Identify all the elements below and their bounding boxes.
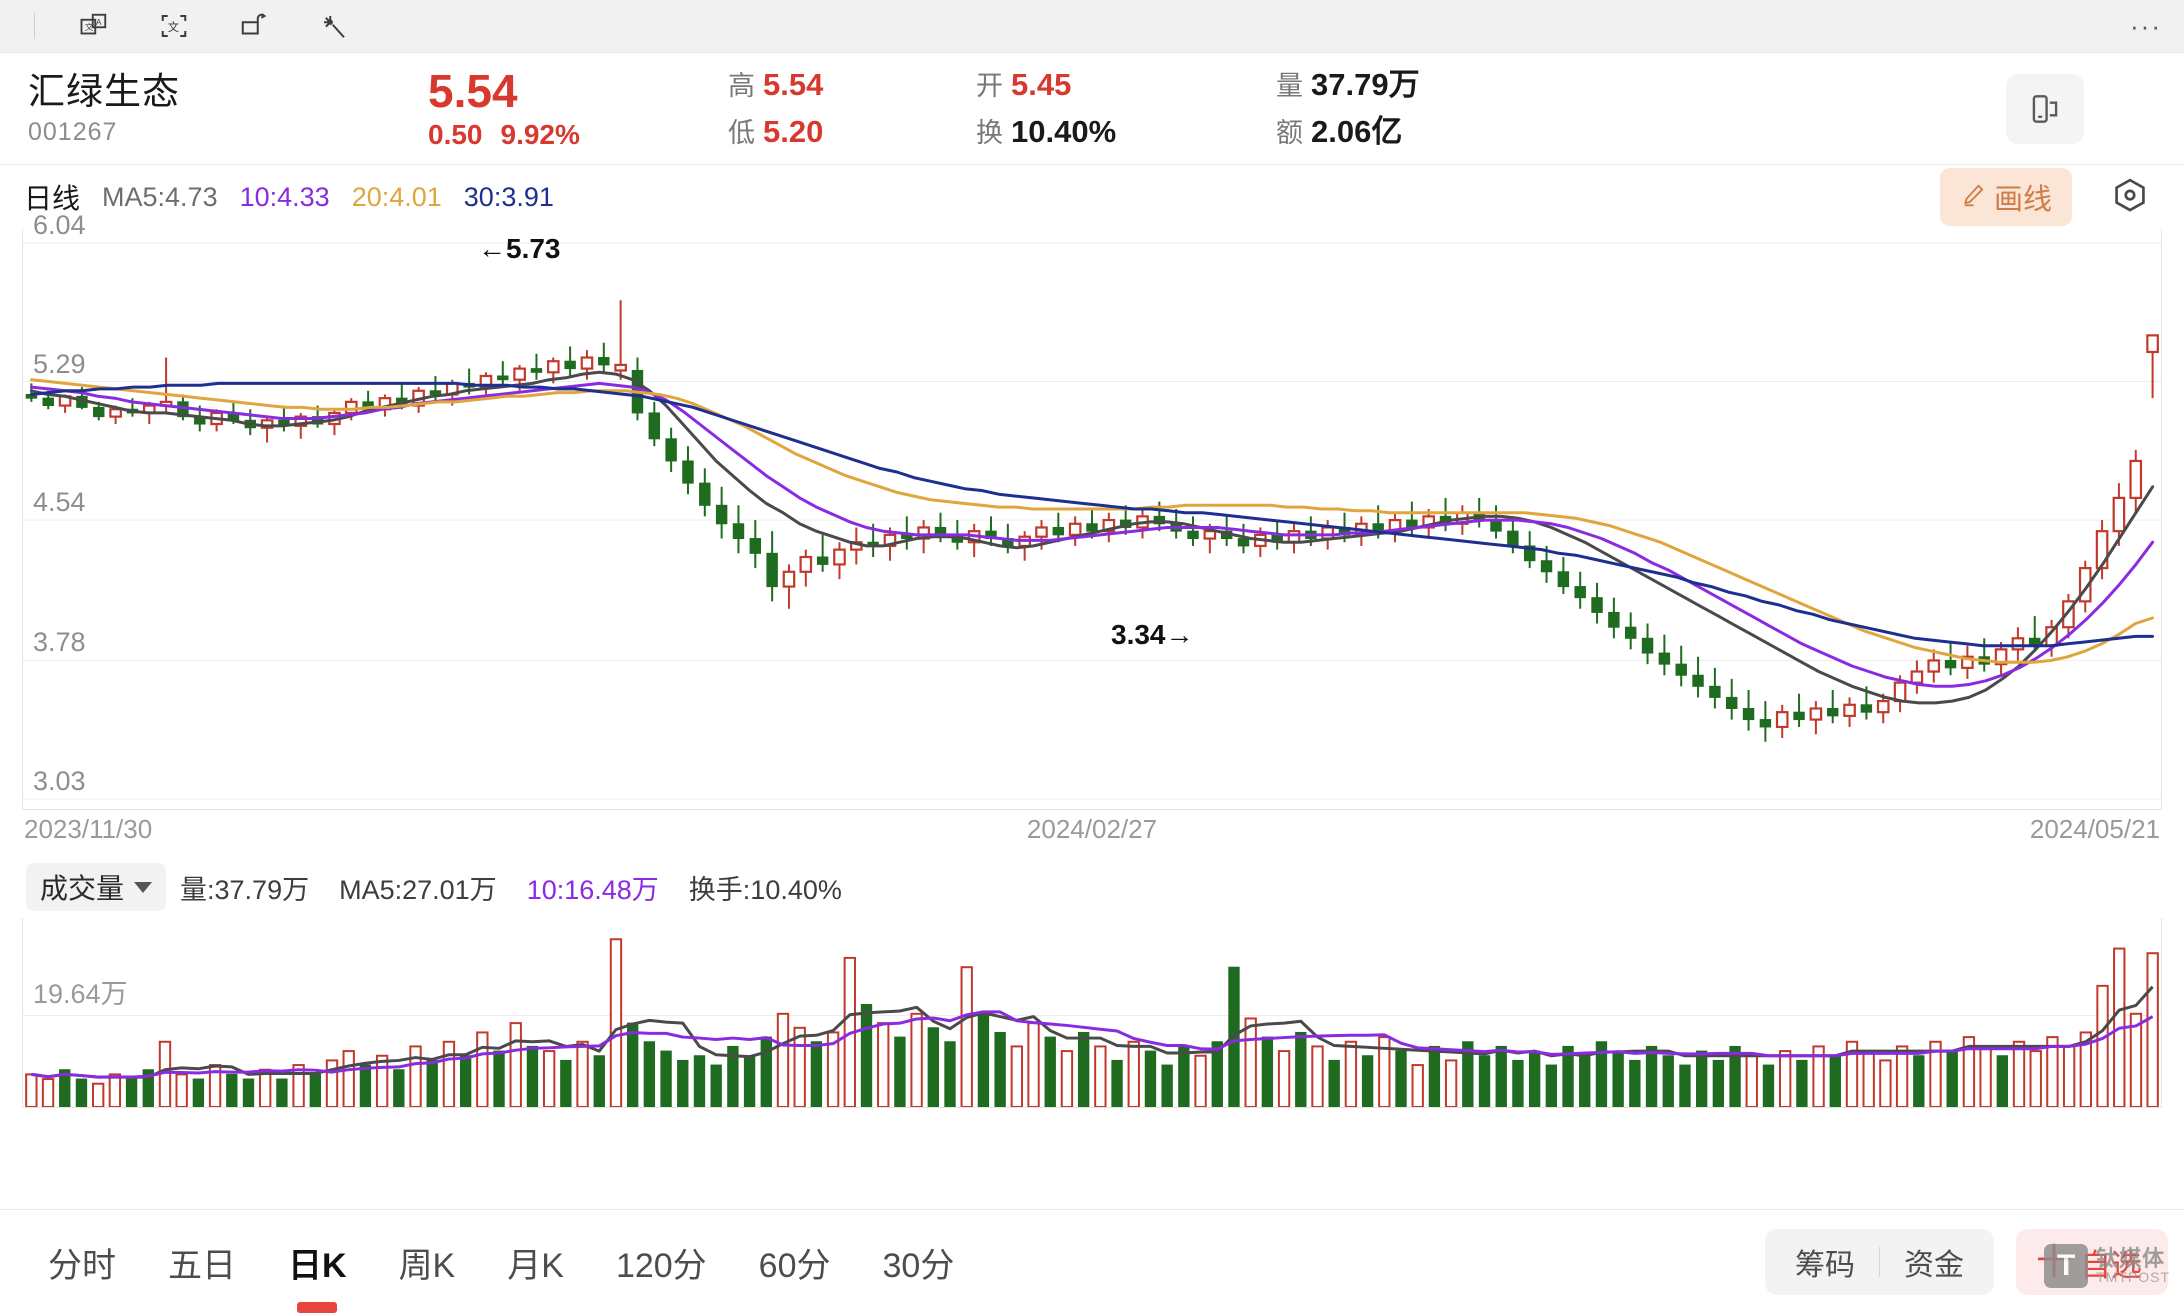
x-axis-tick-middle: 2024/02/27: [1026, 814, 1158, 844]
chevron-down-icon: [134, 881, 153, 893]
ma20-value: 20:4.01: [351, 181, 442, 212]
svg-text:文: 文: [85, 21, 94, 32]
stat-col-high-low: 高 5.54 低 5.20: [728, 62, 976, 156]
segment-divider: [1878, 1247, 1880, 1277]
period-tabs: 分时 五日 日K 周K 月K 120分 60分 30分: [0, 1238, 980, 1287]
ma-indicator-bar: 日线 MA5:4.73 10:4.33 20:4.01 30:3.91 画线: [0, 165, 2184, 229]
hexagon-gear-icon[interactable]: [2102, 169, 2158, 225]
magic-wand-icon[interactable]: [315, 7, 353, 45]
bottom-actions: 筹码 资金 十 自选: [1764, 1229, 2168, 1295]
tab-monthly-k[interactable]: 月K: [507, 1246, 564, 1285]
price-change-row: 0.50 9.92%: [428, 117, 728, 153]
toolbar-icon-group: 文 A 文: [75, 7, 353, 45]
stat-volume: 量 37.79万: [1276, 62, 1576, 109]
tab-30min[interactable]: 30分: [882, 1246, 955, 1285]
volume-panel-header: 成交量 量:37.79万 MA5:27.01万 10:16.48万 换手:10.…: [0, 856, 2184, 918]
price-change-pct: 9.92%: [500, 118, 580, 150]
stat-open-value: 5.45: [1011, 66, 1072, 102]
volume-indicator-label: 成交量: [40, 873, 125, 904]
volume-indicator-select[interactable]: 成交量: [26, 863, 167, 911]
tab-daily-k[interactable]: 日K: [262, 1238, 373, 1287]
rotate-icon[interactable]: [235, 7, 273, 45]
bottom-tab-bar: 分时 五日 日K 周K 月K 120分 60分 30分 筹码 资金 十 自选 T…: [0, 1209, 2184, 1314]
system-toolbar: 文 A 文 ···: [0, 0, 2184, 53]
add-to-watchlist-button[interactable]: 十 自选: [2015, 1229, 2168, 1295]
stat-volume-value: 37.79万: [1311, 66, 1420, 102]
last-price: 5.54: [428, 64, 518, 117]
stat-high: 高 5.54: [728, 62, 976, 109]
stat-low-label: 低: [728, 117, 755, 148]
stat-high-value: 5.54: [763, 66, 824, 102]
toolbar-more-icon[interactable]: ···: [2130, 11, 2162, 41]
add-to-watchlist-label: 自选: [2080, 1247, 2142, 1283]
stock-identity: 汇绿生态 001267: [28, 69, 428, 149]
x-axis-tick-start: 2023/11/30: [24, 814, 153, 844]
plus-icon: 十: [2035, 1241, 2072, 1282]
tab-120min[interactable]: 120分: [615, 1246, 707, 1285]
volume-stat-ma5: MA5:27.01万: [339, 874, 497, 905]
tab-five-day[interactable]: 五日: [168, 1246, 236, 1285]
tab-minute[interactable]: 分时: [48, 1246, 116, 1285]
tab-weekly-k[interactable]: 周K: [398, 1246, 456, 1285]
volume-chart[interactable]: 19.64万: [22, 918, 2162, 1108]
volume-canvas: [23, 938, 2161, 1107]
stat-volume-label: 量: [1276, 70, 1303, 101]
stat-high-label: 高: [728, 70, 755, 101]
draw-line-label: 画线: [1993, 184, 2052, 216]
chips-button[interactable]: 筹码: [1794, 1249, 1855, 1282]
x-axis-tick-end: 2024/05/21: [2029, 814, 2160, 844]
stock-code: 001267: [28, 117, 118, 146]
stat-amount: 额 2.06亿: [1276, 109, 1576, 156]
stat-col-open-turnover: 开 5.45 换 10.40%: [976, 62, 1276, 156]
date-axis: 2023/11/30 2024/02/27 2024/05/21: [22, 809, 2162, 856]
pencil-icon: [1960, 182, 1986, 213]
k-line-chart[interactable]: 6.04 5.29 4.54 3.78 3.03 ←5.73 3.34→: [22, 210, 2162, 809]
phone-landscape-icon[interactable]: [2006, 73, 2084, 144]
quote-header: 汇绿生态 001267 5.54 0.50 9.92% 高 5.54 低 5.20…: [0, 53, 2184, 165]
stat-turnover-rate: 换 10.40%: [976, 109, 1276, 156]
stat-amount-label: 额: [1276, 117, 1303, 148]
volume-stat-ma10: 10:16.48万: [526, 874, 659, 905]
draw-line-button[interactable]: 画线: [1939, 168, 2072, 226]
stat-col-volume-amount: 量 37.79万 额 2.06亿: [1276, 62, 1576, 156]
svg-text:A: A: [96, 18, 102, 27]
k-line-canvas: [23, 242, 2161, 800]
stat-open: 开 5.45: [976, 62, 1276, 109]
translate-icon[interactable]: 文 A: [75, 7, 113, 45]
svg-text:文: 文: [168, 20, 179, 34]
stat-open-label: 开: [976, 70, 1003, 101]
price-block: 5.54 0.50 9.92%: [428, 65, 728, 153]
stat-low-value: 5.20: [763, 113, 824, 149]
price-change: 0.50: [428, 118, 483, 150]
funds-button[interactable]: 资金: [1903, 1249, 1964, 1282]
ma10-value: 10:4.33: [239, 181, 330, 212]
stat-amount-value: 2.06亿: [1311, 113, 1403, 149]
volume-stat-turnover: 换手:10.40%: [688, 874, 842, 905]
tab-60min[interactable]: 60分: [758, 1246, 831, 1285]
ma5-value: MA5:4.73: [102, 181, 218, 212]
analysis-segment-group: 筹码 资金: [1764, 1229, 1994, 1295]
volume-stat-total: 量:37.79万: [180, 874, 310, 905]
ma30-value: 30:3.91: [463, 181, 554, 212]
stat-turnover-value: 10.40%: [1011, 113, 1117, 149]
stat-low: 低 5.20: [728, 109, 976, 156]
toolbar-divider: [34, 13, 35, 39]
text-recognize-icon[interactable]: 文: [155, 7, 193, 45]
stat-turnover-label: 换: [976, 117, 1003, 148]
stock-name: 汇绿生态: [28, 70, 180, 112]
chart-period-label: 日线: [24, 183, 81, 214]
